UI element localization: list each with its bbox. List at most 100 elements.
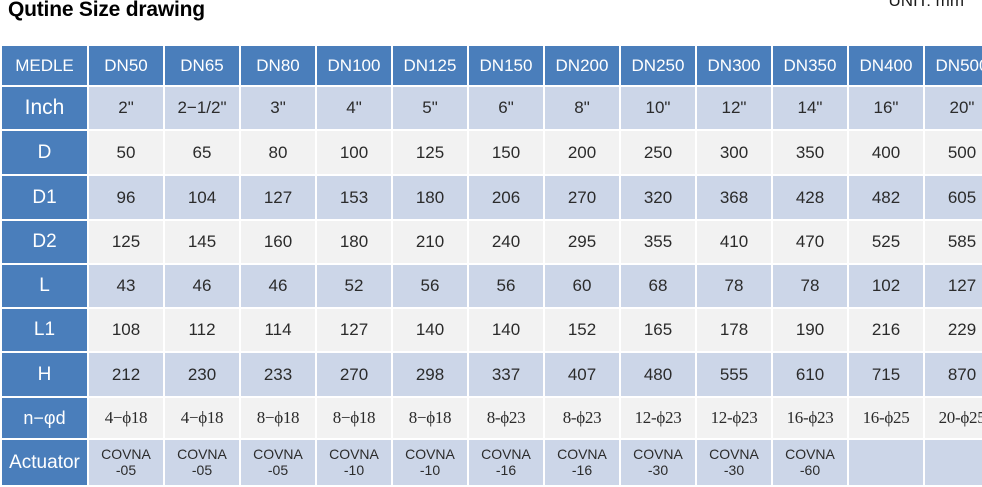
cell: 585: [925, 221, 982, 263]
cell: 298: [393, 353, 467, 396]
cell: 96: [89, 176, 163, 219]
cell: 500: [925, 131, 982, 174]
cell: 8": [545, 87, 619, 129]
cell: 20-ϕ25: [925, 398, 982, 438]
cell: 12-ϕ23: [697, 398, 771, 438]
cell: 6": [469, 87, 543, 129]
cell: 56: [393, 265, 467, 307]
cell: 165: [621, 309, 695, 351]
cell: COVNA -60: [773, 440, 847, 485]
cell: 610: [773, 353, 847, 396]
cell: 605: [925, 176, 982, 219]
column-header-dn400: DN400: [849, 46, 923, 85]
cell: COVNA -05: [241, 440, 315, 485]
cell: 178: [697, 309, 771, 351]
cell: 78: [773, 265, 847, 307]
cell: 46: [165, 265, 239, 307]
cell: 16": [849, 87, 923, 129]
row-label-d2: D2: [2, 221, 87, 263]
table-row: D1 96 104 127 153 180 206 270 320 368 42…: [2, 176, 982, 219]
cell: 4−ϕ18: [165, 398, 239, 438]
cell: 112: [165, 309, 239, 351]
cell: 8−ϕ18: [241, 398, 315, 438]
cell: 127: [925, 265, 982, 307]
cell: 80: [241, 131, 315, 174]
column-header-dn125: DN125: [393, 46, 467, 85]
unit-note: UNIT: mm: [888, 0, 964, 10]
cell: 233: [241, 353, 315, 396]
table-row: L 43 46 46 52 56 56 60 68 78 78 102 127: [2, 265, 982, 307]
cell: 206: [469, 176, 543, 219]
column-header-dn100: DN100: [317, 46, 391, 85]
cell: 300: [697, 131, 771, 174]
cell: COVNA -10: [393, 440, 467, 485]
cell: 127: [241, 176, 315, 219]
cell: 190: [773, 309, 847, 351]
cell: 102: [849, 265, 923, 307]
cell: 127: [317, 309, 391, 351]
column-header-dn250: DN250: [621, 46, 695, 85]
cell: COVNA -30: [697, 440, 771, 485]
cell: 10": [621, 87, 695, 129]
outline-size-table: MEDLE DN50 DN65 DN80 DN100 DN125 DN150 D…: [0, 44, 982, 487]
row-label-l1: L1: [2, 309, 87, 351]
cell: 125: [393, 131, 467, 174]
row-label-d1: D1: [2, 176, 87, 219]
column-header-dn150: DN150: [469, 46, 543, 85]
table-header-row: MEDLE DN50 DN65 DN80 DN100 DN125 DN150 D…: [2, 46, 982, 85]
cell: 65: [165, 131, 239, 174]
cell: COVNA -05: [165, 440, 239, 485]
cell: 428: [773, 176, 847, 219]
cell: 180: [393, 176, 467, 219]
cell: 52: [317, 265, 391, 307]
cell: 8−ϕ18: [393, 398, 467, 438]
page-title: Qutine Size drawing: [8, 0, 205, 21]
cell: 470: [773, 221, 847, 263]
cell: 2−1/2": [165, 87, 239, 129]
cell: 368: [697, 176, 771, 219]
cell: 8-ϕ23: [469, 398, 543, 438]
cell: 3": [241, 87, 315, 129]
cell: 14": [773, 87, 847, 129]
cell: 216: [849, 309, 923, 351]
cell: 8-ϕ23: [545, 398, 619, 438]
cell: 43: [89, 265, 163, 307]
cell: 160: [241, 221, 315, 263]
cell: COVNA -30: [621, 440, 695, 485]
cell: 482: [849, 176, 923, 219]
cell: COVNA -16: [469, 440, 543, 485]
cell: 200: [545, 131, 619, 174]
table-row: D2 125 145 160 180 210 240 295 355 410 4…: [2, 221, 982, 263]
cell: [849, 440, 923, 485]
row-label-h: H: [2, 353, 87, 396]
cell: 150: [469, 131, 543, 174]
size-table-container: MEDLE DN50 DN65 DN80 DN100 DN125 DN150 D…: [0, 44, 982, 487]
cell: 230: [165, 353, 239, 396]
cell: 715: [849, 353, 923, 396]
cell: 4": [317, 87, 391, 129]
column-header-dn50: DN50: [89, 46, 163, 85]
table-row: n−φd 4−ϕ18 4−ϕ18 8−ϕ18 8−ϕ18 8−ϕ18 8-ϕ23…: [2, 398, 982, 438]
cell: 2": [89, 87, 163, 129]
cell: 525: [849, 221, 923, 263]
column-header-dn65: DN65: [165, 46, 239, 85]
cell: 78: [697, 265, 771, 307]
column-header-dn200: DN200: [545, 46, 619, 85]
cell: 555: [697, 353, 771, 396]
column-header-dn500: DN500: [925, 46, 982, 85]
cell: 16-ϕ25: [849, 398, 923, 438]
cell: 20": [925, 87, 982, 129]
cell: 16-ϕ23: [773, 398, 847, 438]
cell: 295: [545, 221, 619, 263]
cell: 240: [469, 221, 543, 263]
cell: 50: [89, 131, 163, 174]
row-label-d: D: [2, 131, 87, 174]
cell: COVNA -05: [89, 440, 163, 485]
cell: 108: [89, 309, 163, 351]
cell: 125: [89, 221, 163, 263]
cell: 56: [469, 265, 543, 307]
cell: 5": [393, 87, 467, 129]
cell: 870: [925, 353, 982, 396]
cell: 8−ϕ18: [317, 398, 391, 438]
